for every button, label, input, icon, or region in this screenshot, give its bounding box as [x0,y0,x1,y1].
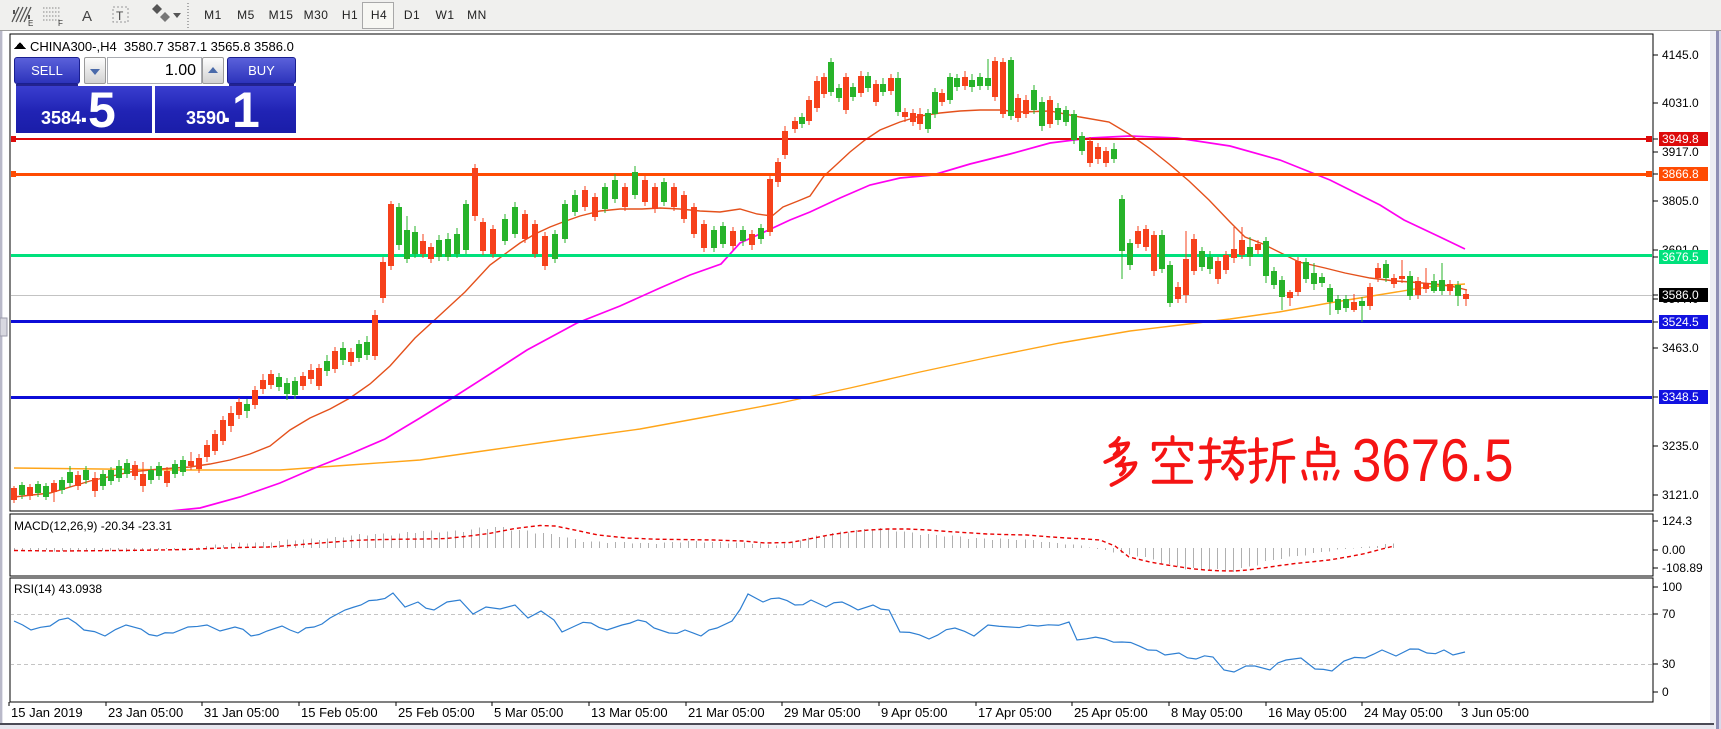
svg-text:3805.0: 3805.0 [1662,194,1699,208]
svg-text:17 Apr 05:00: 17 Apr 05:00 [978,705,1052,720]
svg-text:3586.0: 3586.0 [1662,288,1699,302]
svg-text:4031.0: 4031.0 [1662,96,1699,110]
svg-text:3917.0: 3917.0 [1662,145,1699,159]
svg-text:30: 30 [1662,657,1676,671]
svg-text:15 Feb 05:00: 15 Feb 05:00 [301,705,378,720]
svg-text:25 Apr 05:00: 25 Apr 05:00 [1074,705,1148,720]
svg-text:13 Mar 05:00: 13 Mar 05:00 [591,705,668,720]
svg-text:24 May 05:00: 24 May 05:00 [1364,705,1443,720]
svg-text:3348.5: 3348.5 [1662,390,1699,404]
svg-text:3121.0: 3121.0 [1662,488,1699,502]
svg-text:124.3: 124.3 [1662,514,1692,528]
svg-text:E: E [28,19,33,28]
svg-text:70: 70 [1662,607,1676,621]
svg-text:0.00: 0.00 [1662,543,1686,557]
svg-text:3235.0: 3235.0 [1662,439,1699,453]
svg-text:CHINA300-,H4 3580.7 3587.1 35: CHINA300-,H4 3580.7 3587.1 3565.8 3586.0 [30,39,294,54]
svg-text:5 Mar 05:00: 5 Mar 05:00 [494,705,563,720]
svg-text:-108.89: -108.89 [1662,561,1703,575]
svg-text:A: A [82,8,92,25]
svg-text:F: F [58,19,63,28]
svg-text:25 Feb 05:00: 25 Feb 05:00 [398,705,475,720]
svg-text:8 May 05:00: 8 May 05:00 [1171,705,1243,720]
svg-text:23 Jan 05:00: 23 Jan 05:00 [108,705,183,720]
svg-text:MACD(12,26,9) -20.34 -23.31: MACD(12,26,9) -20.34 -23.31 [14,519,172,533]
svg-text:3524.5: 3524.5 [1662,315,1699,329]
svg-text:16 May 05:00: 16 May 05:00 [1268,705,1347,720]
svg-text:T: T [116,9,124,23]
svg-text:15 Jan 2019: 15 Jan 2019 [11,705,83,720]
svg-text:0: 0 [1662,685,1669,699]
svg-text:29 Mar 05:00: 29 Mar 05:00 [784,705,861,720]
svg-text:3866.8: 3866.8 [1662,167,1699,181]
svg-text:3 Jun 05:00: 3 Jun 05:00 [1461,705,1529,720]
svg-text:31 Jan 05:00: 31 Jan 05:00 [204,705,279,720]
svg-text:3676.5: 3676.5 [1662,250,1699,264]
svg-text:21 Mar 05:00: 21 Mar 05:00 [688,705,765,720]
svg-text:RSI(14) 43.0938: RSI(14) 43.0938 [14,582,102,596]
svg-text:3949.8: 3949.8 [1662,132,1699,146]
svg-text:100: 100 [1662,580,1682,594]
svg-text:3676.5: 3676.5 [1352,427,1513,494]
svg-text:4145.0: 4145.0 [1662,48,1699,62]
svg-text:3463.0: 3463.0 [1662,341,1699,355]
svg-text:9 Apr 05:00: 9 Apr 05:00 [881,705,948,720]
